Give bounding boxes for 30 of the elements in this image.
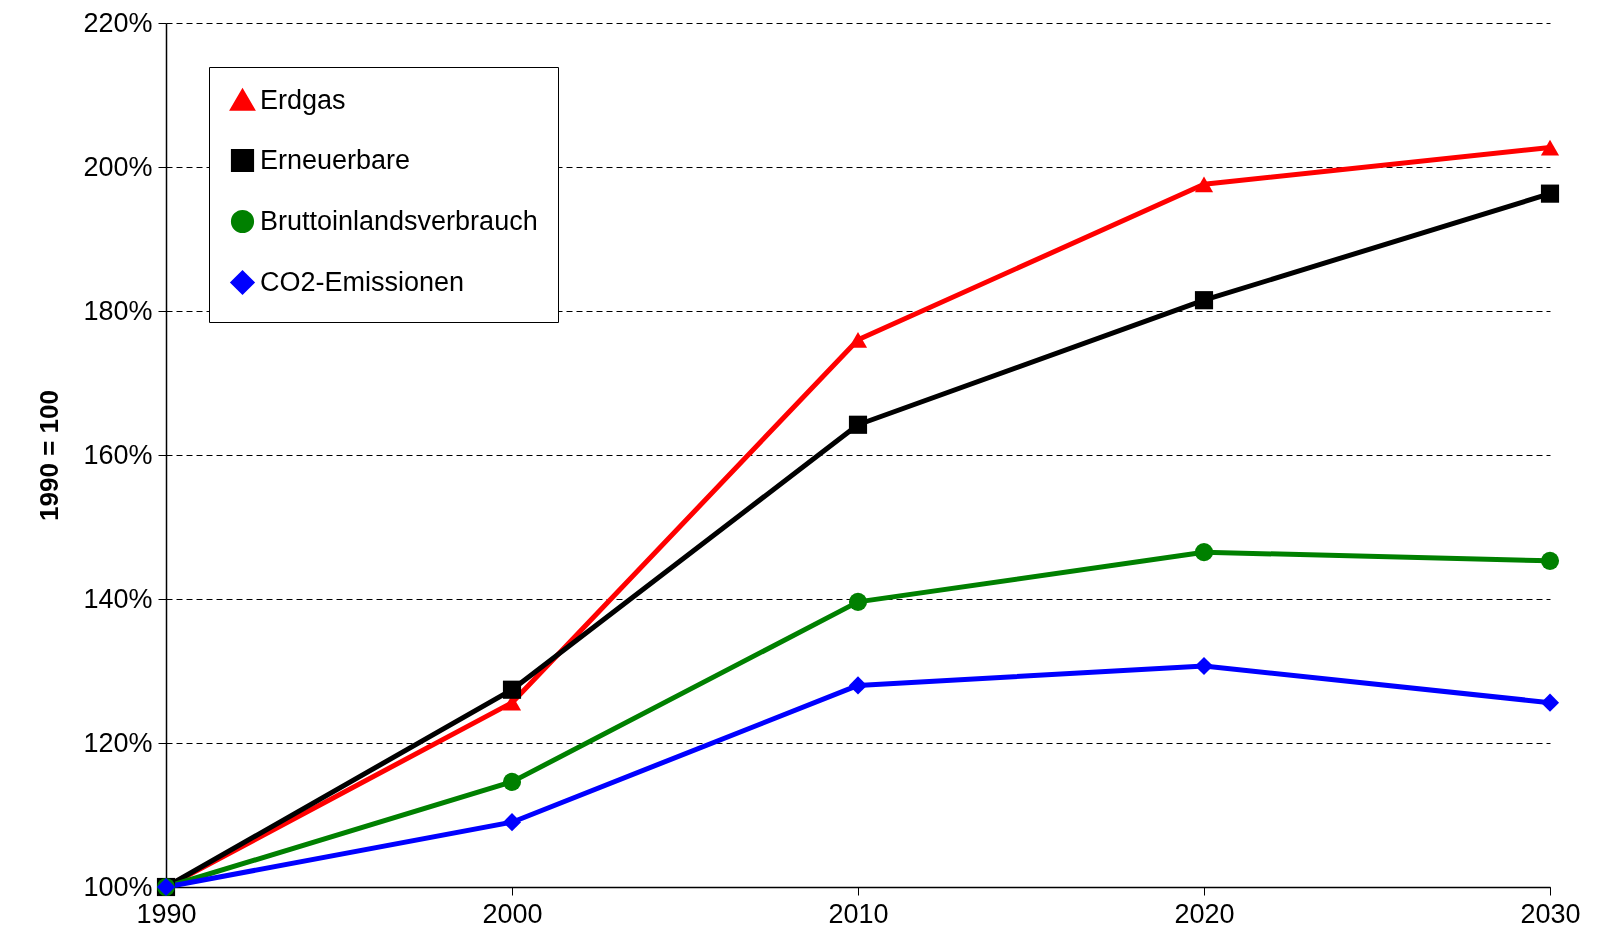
legend-label: Bruttoinlandsverbrauch [260, 205, 538, 236]
point [848, 415, 868, 434]
y-tick-label: 180% [83, 295, 153, 326]
legend-label: Erneuerbare [260, 144, 411, 175]
point [848, 592, 868, 611]
point [502, 813, 522, 832]
point [1194, 291, 1214, 310]
point [1540, 693, 1560, 712]
y-tick-label: 160% [83, 439, 153, 470]
point [1540, 184, 1560, 203]
point [502, 772, 522, 791]
point [1194, 543, 1214, 562]
point [1540, 139, 1560, 156]
point [502, 680, 522, 699]
point [848, 331, 868, 348]
y-tick-label: 200% [83, 151, 153, 182]
x-tick-label: 2030 [1520, 898, 1581, 929]
x-tick-label: 2020 [1174, 898, 1235, 929]
y-tick-label: 120% [83, 727, 153, 758]
point [1540, 551, 1560, 570]
y-axis-title: 1990 = 100 [34, 390, 65, 521]
y-tick-label: 220% [83, 7, 153, 38]
x-tick-label: 2010 [828, 898, 889, 929]
legend-label: CO2-Emissionen [260, 266, 465, 297]
legend-label: Erdgas [260, 84, 346, 115]
point [1194, 656, 1214, 676]
point [848, 676, 868, 695]
x-tick-label: 2000 [482, 898, 543, 929]
point [1194, 176, 1214, 193]
y-tick-label: 140% [83, 583, 153, 614]
